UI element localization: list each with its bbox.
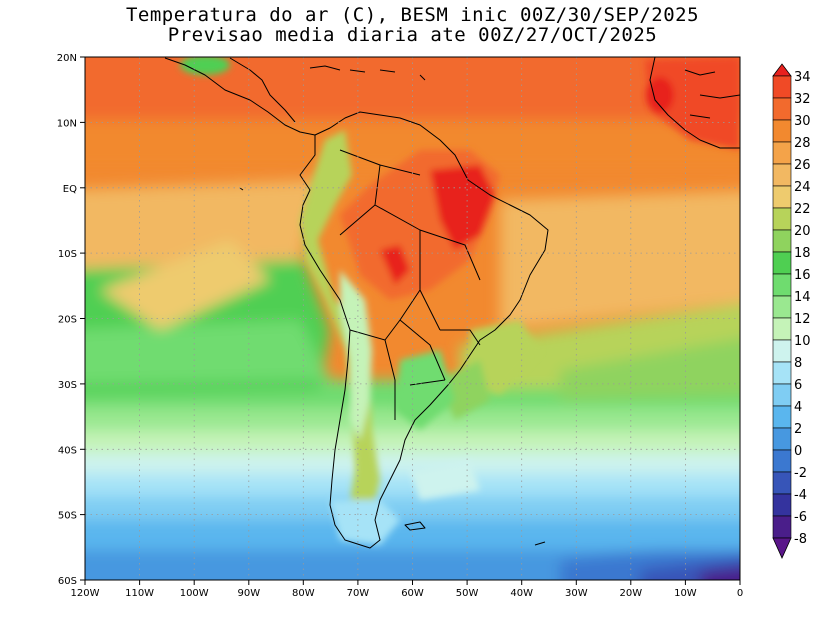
- coastlines: [164, 57, 740, 549]
- colorbar-swatch: [772, 427, 792, 451]
- colorbar-swatch: [772, 273, 792, 297]
- colorbar-swatch: [772, 251, 792, 275]
- colorbar-label: 30: [794, 114, 811, 129]
- lon-label: 120W: [71, 588, 100, 599]
- lon-label: 20W: [619, 588, 642, 599]
- colorbar-swatch: [772, 361, 792, 385]
- lat-label: 50S: [58, 511, 77, 522]
- colorbar-label: 24: [794, 180, 811, 195]
- lat-label: 60S: [58, 576, 77, 587]
- lat-label: EQ: [63, 184, 77, 195]
- colorbar-swatch: [772, 449, 792, 473]
- lon-label: 0: [737, 588, 743, 599]
- colorbar-label: 32: [794, 92, 811, 107]
- longitude-labels: 120W 110W 100W 90W 80W 70W 60W 50W 40W 3…: [71, 588, 744, 599]
- lon-label: 70W: [347, 588, 370, 599]
- colorbar-label: -6: [794, 510, 807, 525]
- colorbar-swatch: [772, 141, 792, 165]
- gridlines: [85, 57, 740, 580]
- colorbar-label: 2: [794, 422, 802, 437]
- colorbar-swatch: [772, 229, 792, 253]
- colorbar-bottom-arrow: [772, 537, 792, 559]
- colorbar-swatch: [772, 317, 792, 341]
- colorbar-label: 12: [794, 312, 811, 327]
- lon-label: 10W: [674, 588, 697, 599]
- colorbar-swatch: [772, 515, 792, 539]
- latitude-labels: 20N 10N EQ 10S 20S 30S 40S 50S 60S: [57, 53, 77, 587]
- colorbar-label: -4: [794, 488, 807, 503]
- colorbar-label: 22: [794, 202, 811, 217]
- lon-label: 60W: [401, 588, 424, 599]
- lon-label: 80W: [292, 588, 315, 599]
- lat-label: 30S: [58, 380, 77, 391]
- colorbar-swatch: [772, 493, 792, 517]
- colorbar-swatch: [772, 471, 792, 495]
- colorbar-label: 28: [794, 136, 811, 151]
- colorbar-label: -2: [794, 466, 807, 481]
- colorbar-swatch: [772, 185, 792, 209]
- colorbar-label: 4: [794, 400, 802, 415]
- colorbar-label: 6: [794, 378, 802, 393]
- lon-label: 50W: [456, 588, 479, 599]
- colorbar-swatch: [772, 339, 792, 363]
- lat-label: 20S: [58, 315, 77, 326]
- colorbar-label: -8: [794, 532, 807, 547]
- colorbar-swatch: [772, 405, 792, 429]
- colorbar-swatch: [772, 75, 792, 99]
- colorbar-label: 18: [794, 246, 811, 261]
- colorbar-label: 14: [794, 290, 811, 305]
- colorbar-swatch: [772, 119, 792, 143]
- colorbar-label: 16: [794, 268, 811, 283]
- colorbar-label: 26: [794, 158, 811, 173]
- colorbar-label: 10: [794, 334, 811, 349]
- lon-label: 40W: [510, 588, 533, 599]
- lon-label: 30W: [565, 588, 588, 599]
- lon-label: 100W: [180, 588, 209, 599]
- map-title-line-1: Temperatura do ar (C), BESM inic 00Z/30/…: [125, 4, 700, 26]
- lon-label: 90W: [237, 588, 260, 599]
- colorbar-label: 34: [794, 70, 811, 85]
- colorbar-label: 20: [794, 224, 811, 239]
- colorbar-top-arrow: [772, 63, 792, 77]
- colorbar-swatch: [772, 97, 792, 121]
- lat-label: 20N: [57, 53, 77, 64]
- colorbar-swatch: [772, 163, 792, 187]
- lat-label: 40S: [58, 445, 77, 456]
- lat-label: 10S: [58, 249, 77, 260]
- map-title-line-2: Previsao media diaria ate 00Z/27/OCT/202…: [167, 24, 658, 46]
- axis-ticks: [80, 56, 741, 585]
- colorbar-swatch: [772, 383, 792, 407]
- colorbar-swatch: [772, 295, 792, 319]
- colorbar-label: 8: [794, 356, 802, 371]
- colorbar-label: 0: [794, 444, 802, 459]
- lat-label: 10N: [57, 118, 77, 129]
- lon-label: 110W: [125, 588, 154, 599]
- colorbar: [772, 63, 792, 559]
- colorbar-swatch: [772, 207, 792, 231]
